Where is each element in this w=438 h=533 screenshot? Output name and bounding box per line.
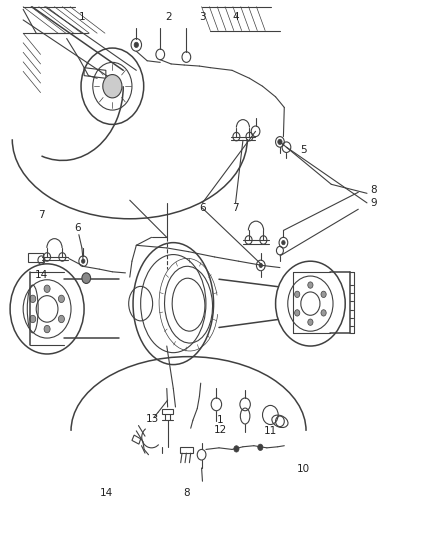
Circle shape — [234, 446, 239, 452]
Text: 12: 12 — [214, 425, 227, 435]
Circle shape — [58, 295, 64, 303]
Text: 4: 4 — [232, 12, 239, 22]
Circle shape — [81, 259, 85, 263]
Text: 10: 10 — [297, 464, 311, 474]
Text: 6: 6 — [199, 203, 206, 213]
Circle shape — [258, 444, 263, 450]
Text: 7: 7 — [232, 203, 239, 213]
Text: 8: 8 — [184, 488, 190, 498]
Text: 13: 13 — [146, 414, 159, 424]
Circle shape — [321, 291, 326, 297]
Text: 11: 11 — [264, 426, 277, 436]
Text: 3: 3 — [199, 12, 206, 22]
Circle shape — [44, 285, 50, 293]
Circle shape — [295, 291, 300, 297]
Text: 1: 1 — [78, 12, 85, 22]
Circle shape — [44, 325, 50, 333]
Text: 8: 8 — [370, 184, 377, 195]
Circle shape — [278, 139, 282, 144]
Circle shape — [103, 75, 122, 98]
Circle shape — [30, 295, 36, 303]
Circle shape — [308, 282, 313, 288]
Text: 6: 6 — [74, 223, 81, 233]
Circle shape — [134, 42, 138, 47]
Text: 1: 1 — [217, 415, 224, 425]
Circle shape — [58, 316, 64, 322]
Circle shape — [295, 310, 300, 316]
Text: 2: 2 — [166, 12, 172, 22]
Circle shape — [30, 316, 36, 322]
Circle shape — [308, 319, 313, 325]
Text: 14: 14 — [35, 270, 48, 280]
Circle shape — [259, 263, 262, 268]
Circle shape — [82, 273, 91, 284]
Text: 5: 5 — [300, 145, 307, 155]
Text: 9: 9 — [370, 198, 377, 208]
Text: 7: 7 — [38, 209, 45, 220]
Circle shape — [321, 310, 326, 316]
Circle shape — [282, 240, 285, 245]
Text: 14: 14 — [100, 488, 113, 498]
